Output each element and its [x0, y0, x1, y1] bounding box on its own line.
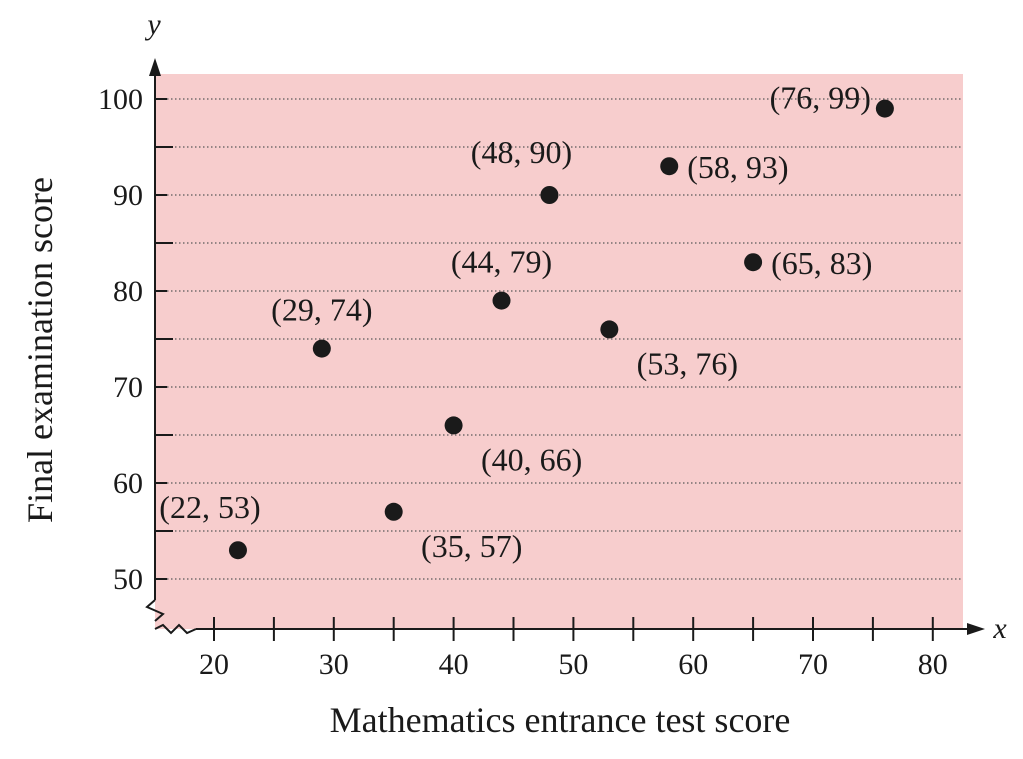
y-tick-label: 50 [113, 563, 143, 596]
tick-labels: 50 60 70 80 90 100 20 30 40 50 60 70 80 [98, 83, 948, 681]
data-point [660, 157, 679, 176]
plot-background [155, 74, 963, 629]
point-labels: (22, 53) (29, 74) (35, 57) (40, 66) (44, 79)… [159, 80, 872, 564]
x-tick-label: 40 [439, 648, 469, 681]
data-point [312, 339, 331, 358]
y-axis-break [145, 599, 165, 622]
y-tick-label: 90 [113, 179, 143, 212]
point-label: (58, 93) [687, 149, 788, 185]
point-label: (44, 79) [451, 244, 552, 280]
point-label: (35, 57) [421, 528, 522, 564]
data-points [228, 99, 894, 560]
x-tick-label: 50 [558, 648, 588, 681]
data-point [875, 99, 894, 118]
x-axis-title: Mathematics entrance test score [330, 700, 791, 740]
grid-lines [155, 98, 963, 580]
axes [145, 58, 985, 635]
point-label: (53, 76) [637, 345, 738, 381]
data-point [600, 320, 619, 339]
data-point [744, 253, 763, 272]
data-point [492, 291, 511, 310]
x-tick-label: 60 [678, 648, 708, 681]
y-axis-letter: y [144, 8, 161, 41]
x-tick-label: 70 [798, 648, 828, 681]
data-point [228, 541, 247, 560]
data-point [540, 186, 559, 204]
y-tick-label: 60 [113, 467, 143, 500]
point-label: (48, 90) [471, 134, 572, 170]
x-tick-label: 80 [918, 648, 948, 681]
point-label: (76, 99) [770, 80, 871, 116]
x-axis-break [154, 623, 197, 635]
y-tick-label: 100 [98, 83, 143, 116]
y-axis-title: Final examination score [20, 177, 60, 523]
point-label: (29, 74) [271, 292, 372, 328]
x-tick-label: 30 [319, 648, 349, 681]
point-label: (40, 66) [481, 441, 582, 477]
data-point [444, 416, 463, 435]
x-axis-arrow [967, 623, 985, 635]
y-axis-arrow [149, 58, 161, 76]
x-tick-label: 20 [199, 648, 229, 681]
y-tick-label: 70 [113, 371, 143, 404]
y-tick-label: 80 [113, 275, 143, 308]
point-label: (65, 83) [771, 245, 872, 281]
tick-marks [155, 98, 934, 641]
x-axis-letter: x [992, 612, 1007, 645]
data-point [384, 502, 403, 521]
point-label: (22, 53) [159, 489, 260, 525]
